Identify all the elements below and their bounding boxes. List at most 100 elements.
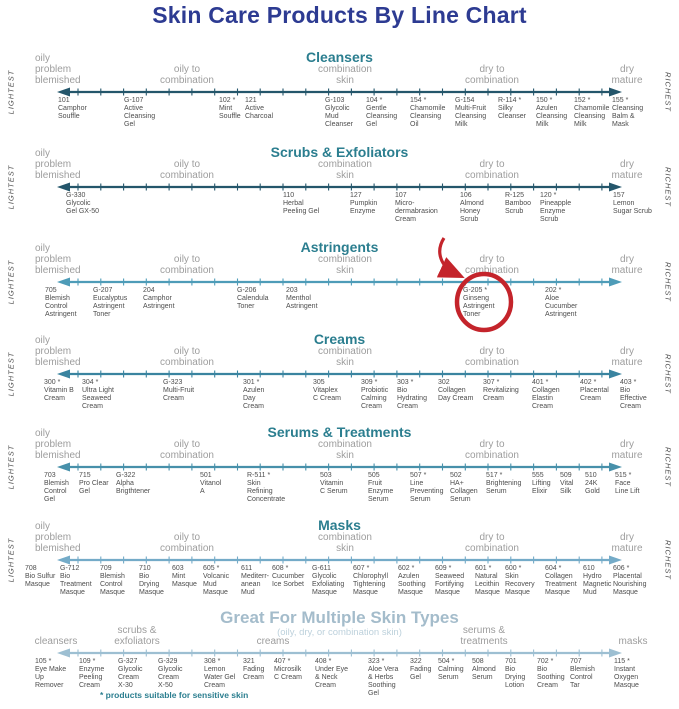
product-name-line: Multi-Fruit: [455, 105, 487, 112]
product-code: 604 *: [545, 565, 562, 572]
zone-line: oily to: [173, 346, 201, 357]
product-name-line: Toner: [463, 311, 481, 318]
product-name-line: Refining: [247, 488, 273, 495]
zone-line: treatments: [460, 636, 508, 647]
product-name-line: Chamomile: [574, 105, 610, 112]
category-label: serums & treatments: [460, 625, 507, 647]
zone-label: dry to combination: [465, 254, 519, 276]
product-name-line: Control: [44, 488, 67, 495]
product-code: 601 *: [475, 565, 492, 572]
product-label: G-323 Multi-Fruit Cream: [163, 379, 194, 403]
product-label: 104 * Gentle Cleansing Gel: [366, 97, 397, 129]
product-label: 709 Blemish Control Masque: [100, 565, 125, 597]
product-label: 705 Blemish Control Astringent: [45, 287, 77, 319]
product-name-line: Chamomile: [410, 105, 446, 112]
zone-label: dry to combination: [465, 439, 519, 461]
product-code: 505: [368, 472, 380, 479]
product-name-line: Line Lift: [615, 488, 640, 495]
product-code: G-611: [312, 565, 331, 572]
product-label: G-611 Glycolic Exfoliating Masque: [312, 565, 344, 597]
product-code: G-107: [124, 97, 144, 104]
axis-right-label: RICHEST: [663, 72, 673, 112]
product-name-line: Brightening: [486, 480, 522, 487]
product-code: R-114 *: [498, 97, 522, 104]
product-label: 607 * Chlorophyll Tightening Masque: [353, 565, 388, 597]
zone-line: combination: [318, 254, 372, 265]
product-name-line: Cleanser: [498, 113, 527, 120]
product-code: G-330: [66, 192, 86, 199]
product-name-line: Water Gel: [204, 674, 236, 681]
product-name-line: Blemish: [100, 573, 125, 580]
zone-line: combination: [160, 265, 214, 276]
zone-line: combination: [318, 159, 372, 170]
product-name-line: Lifting: [532, 480, 551, 487]
product-code: 152 *: [574, 97, 591, 104]
product-name-line: Mud: [325, 113, 339, 120]
product-code: 157: [613, 192, 625, 199]
product-name-line: Mint: [172, 573, 186, 580]
product-code: 607 *: [353, 565, 370, 572]
product-name-line: Skin: [505, 573, 519, 580]
zone-line: mature: [611, 265, 643, 276]
product-code: 204: [143, 287, 155, 294]
product-code: 202 *: [545, 287, 562, 294]
product-label: G-330 Glycolic Gel GX-50: [66, 192, 99, 216]
axis-line: [57, 87, 622, 97]
product-name-line: Up: [35, 674, 44, 681]
product-name-line: Blemish: [44, 480, 69, 487]
product-name-line: Serum: [472, 674, 493, 681]
zone-line: combination: [160, 170, 214, 181]
section-title: Astringents: [300, 239, 379, 255]
zone-line: dry: [620, 439, 634, 450]
product-label: 703 Blemish Control Gel: [44, 472, 69, 504]
product-code: 502: [450, 472, 462, 479]
product-code: 309 *: [361, 379, 378, 386]
product-name-line: Cleanser: [325, 121, 354, 128]
product-code: G-154: [455, 97, 475, 104]
product-code: 127: [350, 192, 362, 199]
zone-label: dry mature: [611, 254, 642, 276]
product-name-line: Oxygen: [614, 674, 639, 681]
product-code: R-511 *: [247, 472, 271, 479]
product-name-line: Masque: [614, 682, 639, 689]
product-name-line: Gold: [585, 488, 600, 495]
product-name-line: Placental: [580, 387, 609, 394]
product-name-line: X-30: [118, 682, 133, 689]
product-name-line: Gel: [366, 121, 377, 128]
product-code: 703: [44, 472, 56, 479]
product-code: 101: [58, 97, 70, 104]
zone-label: combination skin: [318, 532, 372, 554]
product-label: 605 * Volcanic Mud Masque: [203, 565, 229, 597]
product-name-line: Silky: [498, 105, 513, 112]
product-name-line: Concentrate: [247, 496, 286, 503]
product-name-line: dermabrasion: [395, 208, 438, 215]
product-code: G-103: [325, 97, 345, 104]
product-label: 121 Active Charcoal: [245, 97, 273, 121]
zone-line: oily: [35, 148, 51, 159]
product-name-line: Gel: [124, 121, 135, 128]
product-name-line: & Neck: [315, 674, 338, 681]
product-label: 120 * Pineapple Enzyme Scrub: [540, 192, 571, 224]
product-name-line: Day: [243, 395, 256, 402]
product-label: G-207 Eucalyptus Astringent Toner: [93, 287, 127, 319]
product-label: 610 Hydro Magnetic Mud: [583, 565, 611, 597]
product-name-line: Blemish: [45, 295, 70, 302]
product-code: 154 *: [410, 97, 427, 104]
category-label: masks: [619, 636, 648, 647]
product-label: 321 Fading Cream: [243, 658, 264, 682]
product-code: 323 *: [368, 658, 385, 665]
zone-label: dry mature: [611, 439, 642, 461]
product-name-line: Mud: [203, 581, 217, 588]
product-code: R-125: [505, 192, 525, 199]
product-name-line: Astringent: [545, 311, 577, 318]
product-label: 515 * Face Line Lift: [615, 472, 640, 496]
product-name-line: Souffle: [58, 113, 80, 120]
product-name-line: Bio: [537, 666, 548, 673]
zone-line: skin: [336, 543, 354, 554]
product-label: 106 Almond Honey Scrub: [460, 192, 484, 224]
zone-label: oily to combination: [160, 439, 214, 461]
product-name-line: Enzyme: [540, 208, 566, 215]
product-name-line: Skin: [247, 480, 261, 487]
product-code: G-206: [237, 287, 257, 294]
product-name-line: Mud: [583, 589, 597, 596]
